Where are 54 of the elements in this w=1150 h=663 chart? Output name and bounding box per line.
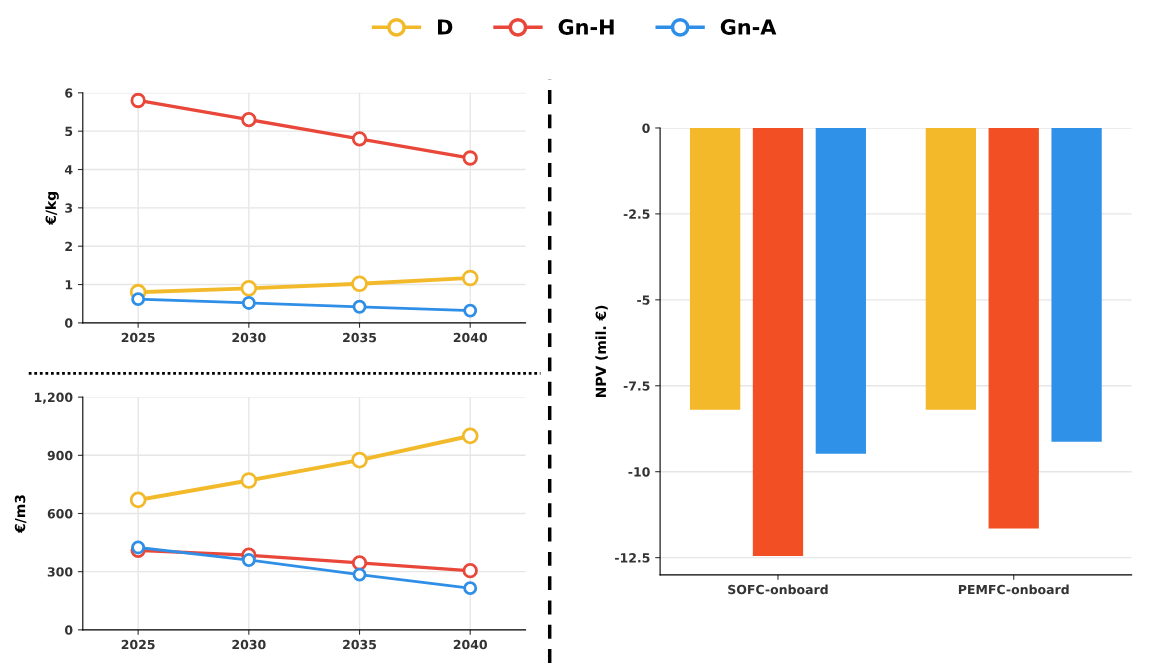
point — [241, 296, 256, 310]
point — [352, 299, 367, 314]
point — [463, 303, 478, 318]
point — [130, 92, 146, 109]
legend-label: Gn-A — [720, 19, 777, 35]
y-tick-label: 3 — [65, 203, 73, 213]
point — [129, 491, 147, 509]
y-tick-label: -7.5 — [623, 381, 650, 391]
x-tick-label: 2025 — [121, 639, 155, 650]
point — [462, 150, 478, 166]
x-tick-label: 2040 — [453, 332, 487, 343]
legend-label: Gn-H — [558, 19, 614, 35]
x-tick-label: 2030 — [232, 332, 266, 343]
y-tick-label: -5 — [637, 295, 650, 305]
x-tick-label: 2025 — [121, 332, 155, 343]
x-tick-label: SOFC-onboard — [728, 584, 828, 595]
point — [240, 472, 258, 489]
y-tick-label: 0 — [64, 625, 73, 635]
point — [461, 269, 479, 287]
y-tick-label: 5 — [65, 126, 73, 137]
point — [131, 292, 146, 307]
y-tick-label: -12.5 — [615, 553, 650, 563]
y-tick-label: 1 — [65, 280, 73, 290]
point — [352, 567, 367, 582]
y-tick-label: -10 — [628, 467, 650, 477]
point — [462, 563, 478, 579]
x-tick-label: 2030 — [232, 639, 266, 650]
point — [463, 581, 478, 596]
point — [351, 275, 368, 293]
point — [351, 131, 368, 147]
y-tick-label: 600 — [47, 508, 73, 519]
y-tick-label: -2.5 — [623, 209, 650, 219]
y-tick-label: 1,200 — [34, 392, 73, 404]
point — [241, 553, 256, 567]
x-tick-label: 2035 — [343, 639, 377, 650]
point — [351, 555, 368, 571]
x-tick-label: PEMFC-onboard — [958, 584, 1069, 595]
y-tick-label: 0 — [64, 318, 73, 328]
y-tick-label: 900 — [47, 450, 73, 461]
y-axis-title: NPV (mil. €) — [595, 305, 608, 398]
y-axis-title: €/kg — [45, 192, 59, 226]
point — [240, 280, 258, 297]
y-tick-label: 2 — [65, 241, 72, 251]
point — [241, 112, 257, 128]
legend-label: D — [437, 19, 453, 35]
y-tick-label: 6 — [65, 88, 73, 98]
x-tick-label: 2035 — [343, 332, 377, 343]
y-tick-label: 4 — [64, 165, 73, 175]
point — [461, 427, 479, 445]
point — [351, 451, 368, 469]
x-tick-label: 2040 — [453, 639, 487, 650]
y-tick-label: 0 — [642, 123, 650, 133]
y-axis-title: €/m3 — [14, 495, 27, 534]
y-tick-label: 300 — [47, 567, 73, 577]
